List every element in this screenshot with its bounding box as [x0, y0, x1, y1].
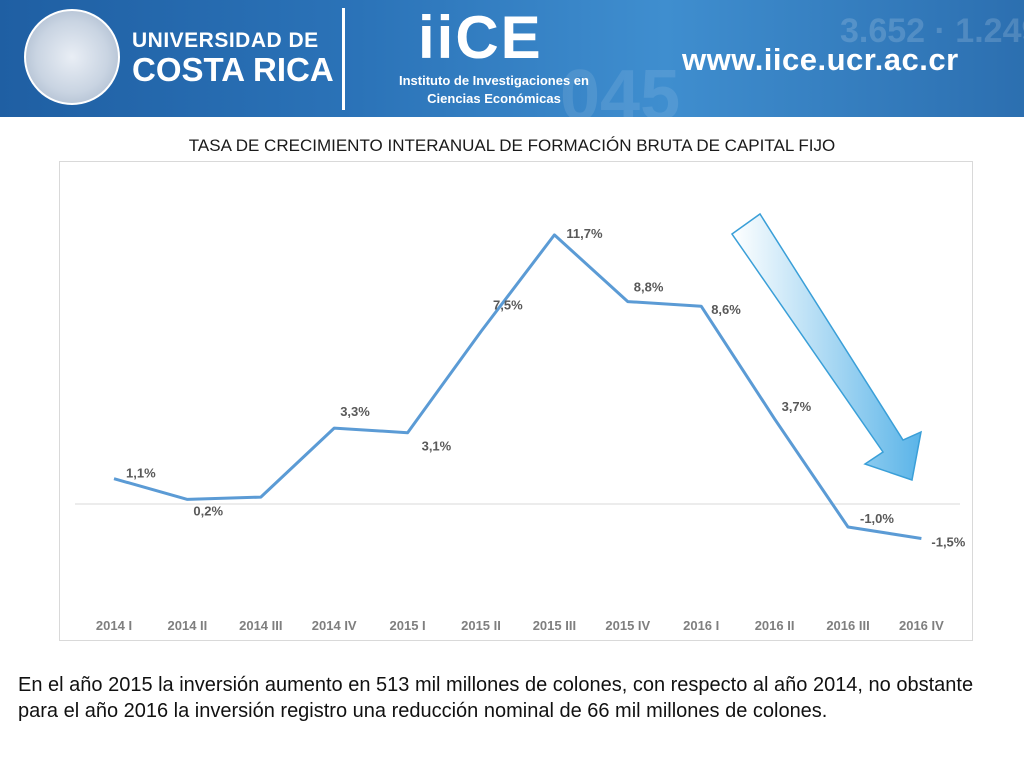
x-tick-label: 2015 III — [533, 618, 576, 633]
iice-logo: iiCE — [418, 4, 543, 71]
chart-frame — [59, 161, 973, 641]
caption-text: En el año 2015 la inversión aumento en 5… — [18, 674, 974, 722]
data-label: -1,5% — [931, 535, 965, 550]
x-tick-label: 2014 III — [239, 618, 282, 633]
x-tick-label: 2015 IV — [605, 618, 650, 633]
x-tick-label: 2014 IV — [312, 618, 357, 633]
header-divider — [342, 8, 345, 110]
institute-name: Instituto de Investigaciones en Ciencias… — [374, 72, 614, 107]
data-label: 8,6% — [711, 302, 741, 317]
data-label: 1,1% — [126, 466, 156, 481]
chart-title: TASA DE CRECIMIENTO INTERANUAL DE FORMAC… — [188, 136, 836, 155]
website-url[interactable]: www.iice.ucr.ac.cr — [682, 42, 959, 77]
x-tick-label: 2014 II — [168, 618, 208, 633]
data-label: 3,1% — [422, 439, 452, 454]
data-label: 7,5% — [493, 298, 523, 313]
trend-arrow-icon — [730, 212, 923, 481]
university-name-line1: UNIVERSIDAD DE — [132, 29, 319, 52]
x-tick-label: 2016 III — [826, 618, 869, 633]
institute-name-line2: Ciencias Económicas — [427, 90, 561, 106]
banner-decoration: 3.652 · 1.249 — [840, 12, 1024, 50]
data-label: 11,7% — [566, 226, 603, 241]
university-name: UNIVERSIDAD DE COSTA RICA — [132, 30, 334, 86]
banner-decoration: 045 — [560, 56, 681, 117]
x-tick-label: 2016 II — [755, 618, 795, 633]
x-tick-label: 2016 I — [683, 618, 719, 633]
university-name-line2: COSTA RICA — [132, 51, 334, 88]
series-line — [113, 233, 922, 540]
data-label: 3,3% — [340, 404, 370, 419]
x-tick-label: 2014 I — [96, 618, 132, 633]
x-tick-label: 2015 I — [390, 618, 426, 633]
university-seal-logo — [24, 9, 120, 105]
x-tick-label: 2016 IV — [899, 618, 944, 633]
data-label: 3,7% — [782, 399, 812, 414]
header-banner: 045 3.652 · 1.249 UNIVERSIDAD DE COSTA R… — [0, 0, 1024, 117]
data-label: 0,2% — [193, 503, 223, 518]
x-tick-label: 2015 II — [461, 618, 501, 633]
institute-name-line1: Instituto de Investigaciones en — [399, 73, 589, 88]
data-label: 8,8% — [634, 280, 664, 295]
data-label: -1,0% — [860, 511, 894, 526]
